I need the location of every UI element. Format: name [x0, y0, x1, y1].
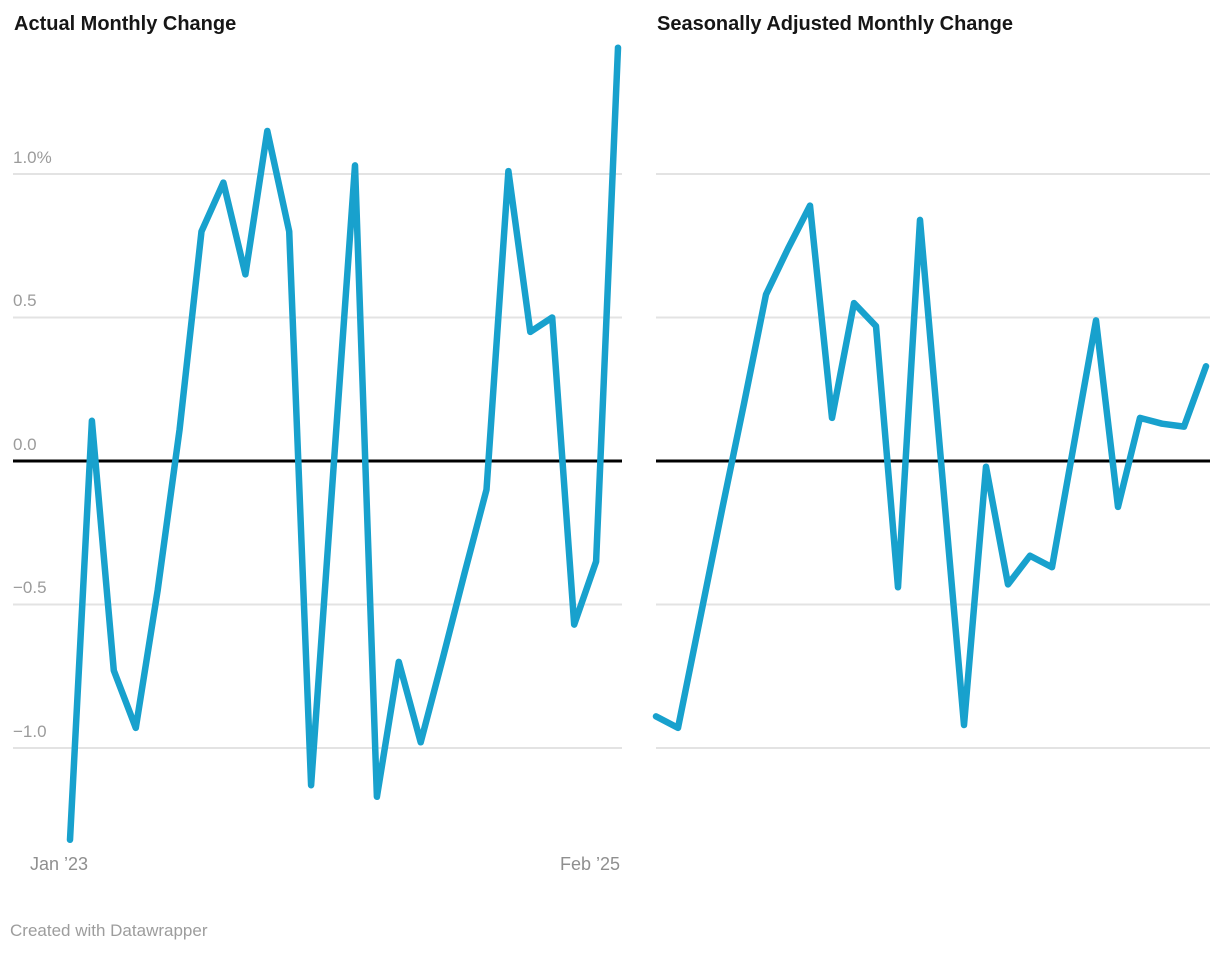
y-tick-label-1-0: 1.0%: [13, 148, 52, 167]
x-tick-label-jan-23: Jan ’23: [30, 854, 89, 874]
left-chart-title: Actual Monthly Change: [14, 13, 237, 35]
datawrapper-credit: Created with Datawrapper: [10, 921, 208, 940]
actual-series-line: [66, 44, 622, 844]
y-tick-label-0-5: 0.5: [13, 291, 37, 310]
y-tick-label-neg-0-5: −0.5: [13, 578, 47, 597]
x-tick-label-feb-25: Feb ’25: [559, 854, 620, 874]
seasonally-adjusted-series-line: [652, 202, 1210, 732]
y-tick-label-neg-1-0: −1.0: [13, 722, 47, 741]
right-chart-title: Seasonally Adjusted Monthly Change: [657, 13, 1013, 35]
y-tick-label-0-0: 0.0: [13, 435, 37, 454]
